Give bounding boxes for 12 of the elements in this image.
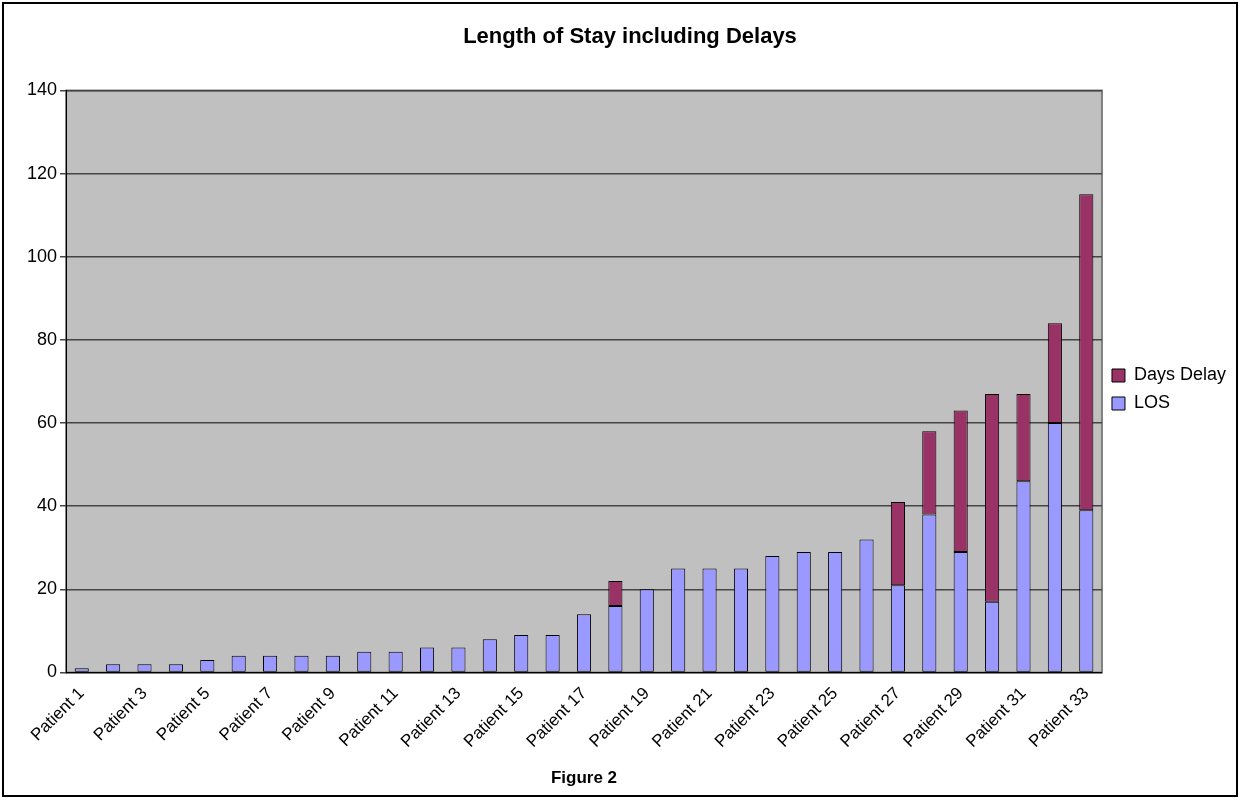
legend-label: Days Delay [1133, 364, 1226, 385]
legend-label: LOS [1133, 392, 1170, 413]
y-tick-label: 60 [37, 411, 58, 432]
y-tick-label: 20 [37, 578, 58, 599]
y-tick-label: 80 [37, 328, 58, 349]
y-tick-label: 0 [47, 661, 58, 682]
y-tick-label: 120 [26, 162, 58, 183]
y-tick-label: 40 [37, 495, 58, 516]
chart-title: Length of Stay including Delays [463, 23, 797, 49]
caption: Figure 2 [550, 768, 618, 787]
y-tick-label: 100 [26, 245, 58, 266]
y-tick-label: 140 [26, 79, 58, 100]
